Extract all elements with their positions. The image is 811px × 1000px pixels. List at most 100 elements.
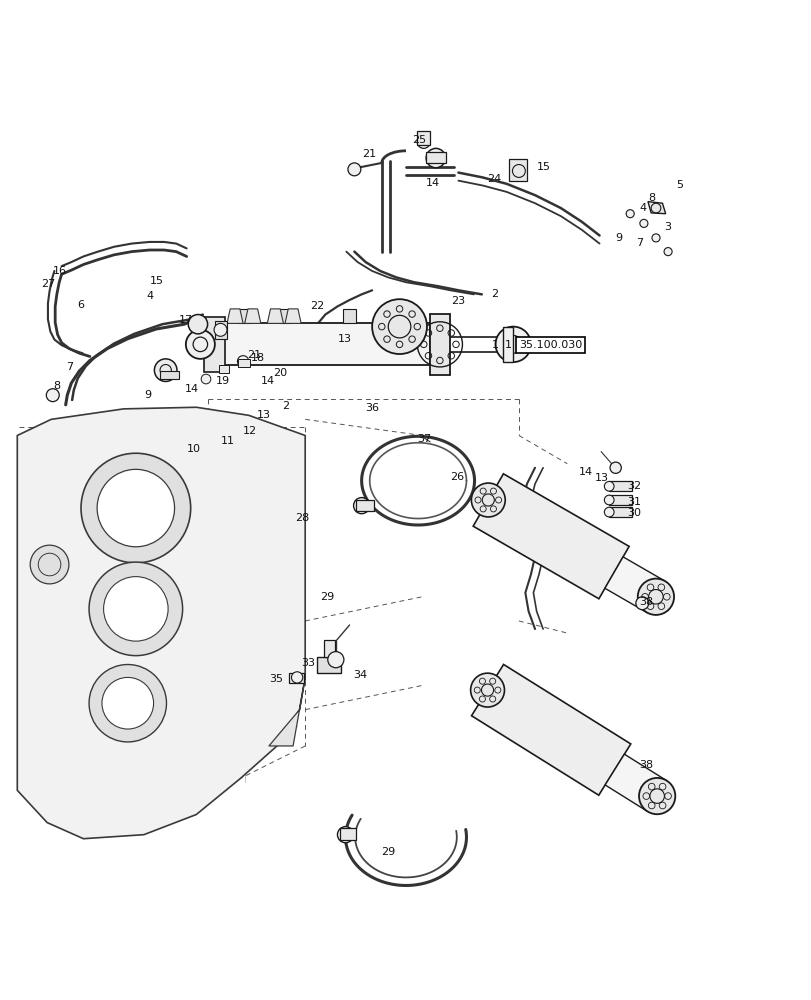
Circle shape <box>371 299 427 354</box>
Polygon shape <box>604 754 666 811</box>
Text: 32: 32 <box>626 481 641 491</box>
Text: 19: 19 <box>216 376 230 386</box>
Circle shape <box>495 327 530 362</box>
Text: 33: 33 <box>301 658 315 668</box>
Text: 36: 36 <box>364 403 379 413</box>
Circle shape <box>603 481 613 491</box>
Text: 29: 29 <box>380 847 395 857</box>
Polygon shape <box>285 309 301 323</box>
Bar <box>508 159 526 181</box>
Bar <box>238 359 249 367</box>
Text: 23: 23 <box>451 296 465 306</box>
Circle shape <box>89 665 166 742</box>
Text: 2: 2 <box>281 401 289 411</box>
Text: 5: 5 <box>676 180 682 190</box>
Polygon shape <box>17 407 305 839</box>
Text: 17: 17 <box>178 315 192 325</box>
Text: 34: 34 <box>353 670 367 680</box>
Bar <box>215 321 227 339</box>
Bar <box>238 309 251 323</box>
Text: 7: 7 <box>66 362 73 372</box>
Polygon shape <box>647 202 665 214</box>
Bar <box>289 673 303 683</box>
Polygon shape <box>227 309 242 323</box>
Text: 1: 1 <box>491 340 498 350</box>
Circle shape <box>639 219 647 227</box>
Text: 13: 13 <box>256 410 271 420</box>
Text: 6: 6 <box>77 300 84 310</box>
Text: 37: 37 <box>417 434 431 444</box>
Text: 12: 12 <box>242 426 257 436</box>
Bar <box>383 309 396 323</box>
Polygon shape <box>473 474 629 599</box>
Circle shape <box>328 652 344 668</box>
Polygon shape <box>268 677 305 746</box>
Bar <box>608 481 631 491</box>
Text: 7: 7 <box>635 238 642 248</box>
Text: 35.100.030: 35.100.030 <box>518 340 581 350</box>
Text: 24: 24 <box>486 174 500 184</box>
Text: 9: 9 <box>144 390 151 400</box>
Circle shape <box>81 453 191 563</box>
Text: 38: 38 <box>638 760 652 770</box>
Circle shape <box>625 210 633 218</box>
Circle shape <box>337 827 353 843</box>
Circle shape <box>471 483 504 517</box>
Bar <box>278 309 291 323</box>
Circle shape <box>201 374 211 384</box>
Circle shape <box>651 234 659 242</box>
Text: 4: 4 <box>639 203 646 213</box>
Circle shape <box>417 135 430 148</box>
Text: 13: 13 <box>594 473 608 483</box>
Text: 16: 16 <box>53 266 67 276</box>
Circle shape <box>470 673 504 707</box>
Text: 14: 14 <box>425 178 439 188</box>
Bar <box>608 507 631 517</box>
Circle shape <box>154 359 177 381</box>
Text: 27: 27 <box>41 279 56 289</box>
Circle shape <box>663 248 672 256</box>
Circle shape <box>603 507 613 517</box>
Text: 31: 31 <box>626 497 640 507</box>
Bar <box>417 131 430 145</box>
Text: 4: 4 <box>146 291 153 301</box>
Text: 8: 8 <box>648 193 655 203</box>
Text: 38: 38 <box>638 597 652 607</box>
Circle shape <box>89 562 182 656</box>
Circle shape <box>353 498 369 514</box>
Circle shape <box>638 778 675 814</box>
Text: 2: 2 <box>490 289 497 299</box>
Text: 14: 14 <box>578 467 592 477</box>
Polygon shape <box>471 664 630 795</box>
Bar <box>430 314 450 375</box>
Bar <box>502 327 513 362</box>
Bar <box>608 495 631 505</box>
Bar <box>204 317 225 372</box>
Text: 10: 10 <box>187 444 200 454</box>
Text: 26: 26 <box>450 472 464 482</box>
Text: 8: 8 <box>53 381 60 391</box>
Circle shape <box>426 148 445 168</box>
Circle shape <box>186 330 215 359</box>
Text: 9: 9 <box>615 233 622 243</box>
Text: 21: 21 <box>247 350 261 360</box>
Text: 22: 22 <box>310 301 324 311</box>
Circle shape <box>635 597 648 610</box>
Bar <box>355 500 373 511</box>
Bar <box>219 365 229 373</box>
Text: 28: 28 <box>295 513 309 523</box>
Polygon shape <box>267 309 283 323</box>
Text: 29: 29 <box>320 592 334 602</box>
Bar <box>426 152 445 163</box>
Circle shape <box>609 462 620 473</box>
Circle shape <box>291 672 303 683</box>
Polygon shape <box>244 309 260 323</box>
Circle shape <box>97 469 174 547</box>
Circle shape <box>46 389 59 402</box>
Circle shape <box>214 323 227 336</box>
Circle shape <box>104 577 168 641</box>
Text: 25: 25 <box>412 135 426 145</box>
Text: 20: 20 <box>272 368 287 378</box>
Bar <box>221 323 430 365</box>
Text: 15: 15 <box>149 276 163 286</box>
